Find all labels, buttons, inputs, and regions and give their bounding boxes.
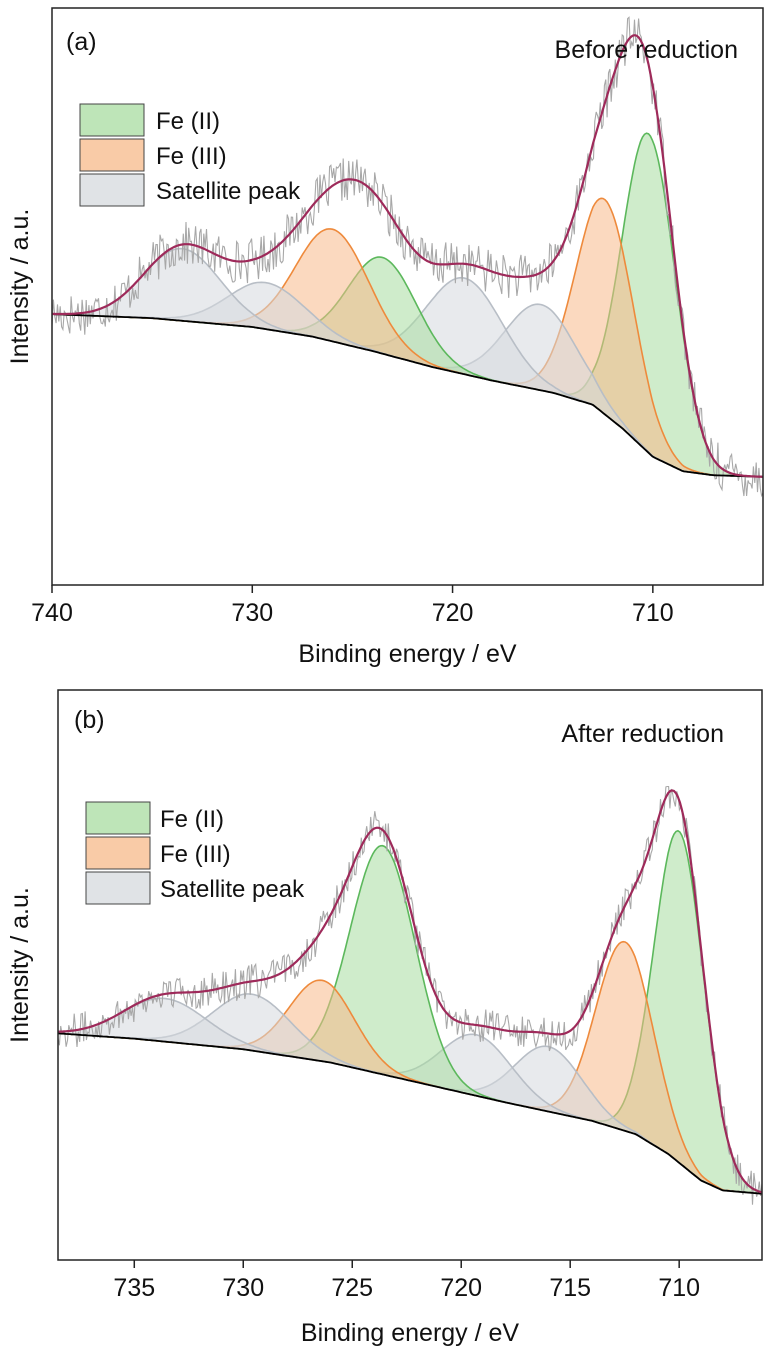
chart-b-xtick-label-725: 725: [331, 1274, 373, 1302]
chart-b-legend-label-sat: Satellite peak: [160, 876, 305, 903]
chart-b-panel-label: (b): [74, 706, 105, 734]
chart-b-y-axis-title: Intensity / a.u.: [6, 887, 34, 1043]
chart-b-raw-spectrum: [58, 785, 762, 1205]
chart-a-legend-swatch-fe2: [79, 103, 145, 137]
chart-a-legend-swatch-sat: [79, 173, 145, 207]
chart-a-xtick-label-740: 740: [31, 599, 73, 627]
chart-a-plot-area: [52, 16, 763, 498]
chart-a-envelope: [52, 34, 763, 478]
chart-a-baseline: [52, 313, 763, 478]
chart-a-annotation: Before reduction: [555, 36, 738, 64]
chart-b-legend-label-fe3: Fe (III): [160, 841, 231, 868]
chart-b-baseline: [58, 1032, 762, 1195]
chart-b-peak-fe2-4-fill: [58, 845, 762, 1194]
chart-a-frame: [51, 7, 764, 586]
chart-b-peak-fe2-0-fill: [58, 830, 762, 1194]
chart-b-legend-swatch-sat: [85, 871, 151, 905]
chart-a-peak-fe3-1-fill: [52, 198, 763, 477]
chart-b-frame: [57, 689, 763, 1261]
chart-b-canvas: 735 730 725 720 715 710 Binding energy / eV Int…: [6, 689, 763, 1347]
chart-b-xtick-label-730: 730: [222, 1274, 264, 1302]
chart-b-xtick-label-720: 720: [440, 1274, 482, 1302]
chart-a-xtick-label-710: 710: [632, 599, 674, 627]
chart-b-legend: Fe (II) Fe (III) Satellite peak: [85, 801, 305, 905]
chart-b-peak-fe3-1-fill: [58, 941, 762, 1194]
chart-a-legend-label-fe2: Fe (II): [156, 108, 220, 135]
chart-a-canvas: 740 730 720 710 Binding energy / eV Intensity…: [6, 7, 764, 668]
chart-b-annotation: After reduction: [561, 720, 724, 748]
chart-b-xtick-label-735: 735: [113, 1274, 155, 1302]
chart-a-peak-sat-7-fill: [52, 248, 763, 477]
chart-b-envelope: [58, 789, 762, 1194]
chart-b-peak-sat-7-fill: [58, 998, 762, 1194]
chart-b-xtick-label-715: 715: [549, 1274, 591, 1302]
chart-b-legend-label-fe2: Fe (II): [160, 806, 224, 833]
chart-b-legend-swatch-fe2: [85, 801, 151, 835]
chart-a-legend: Fe (II) Fe (III) Satellite peak: [79, 103, 301, 207]
chart-a-xtick-label-730: 730: [231, 599, 273, 627]
xps-chart-a: 740 730 720 710 Binding energy / eV Intensity…: [6, 7, 764, 668]
chart-a-legend-label-fe3: Fe (III): [156, 143, 227, 170]
chart-b-x-axis-title: Binding energy / eV: [301, 1319, 520, 1347]
chart-a-peak-fe3-5-fill: [52, 228, 763, 477]
xps-chart-b: 735 730 725 720 715 710 Binding energy / eV Int…: [0, 680, 769, 1358]
chart-a-xtick-label-720: 720: [432, 599, 474, 627]
chart-a-panel-label: (a): [66, 28, 97, 56]
chart-a-x-axis-title: Binding energy / eV: [298, 640, 517, 668]
chart-b-plot-area: [58, 785, 762, 1205]
chart-a-raw-spectrum: [52, 16, 763, 498]
chart-a-legend-swatch-fe3: [79, 138, 145, 172]
chart-a-y-axis-title: Intensity / a.u.: [6, 209, 34, 365]
chart-b-xtick-label-710: 710: [658, 1274, 700, 1302]
chart-b-legend-swatch-fe3: [85, 836, 151, 870]
chart-a-peak-fe2-4-fill: [52, 257, 763, 477]
chart-a-legend-label-sat: Satellite peak: [156, 178, 301, 205]
